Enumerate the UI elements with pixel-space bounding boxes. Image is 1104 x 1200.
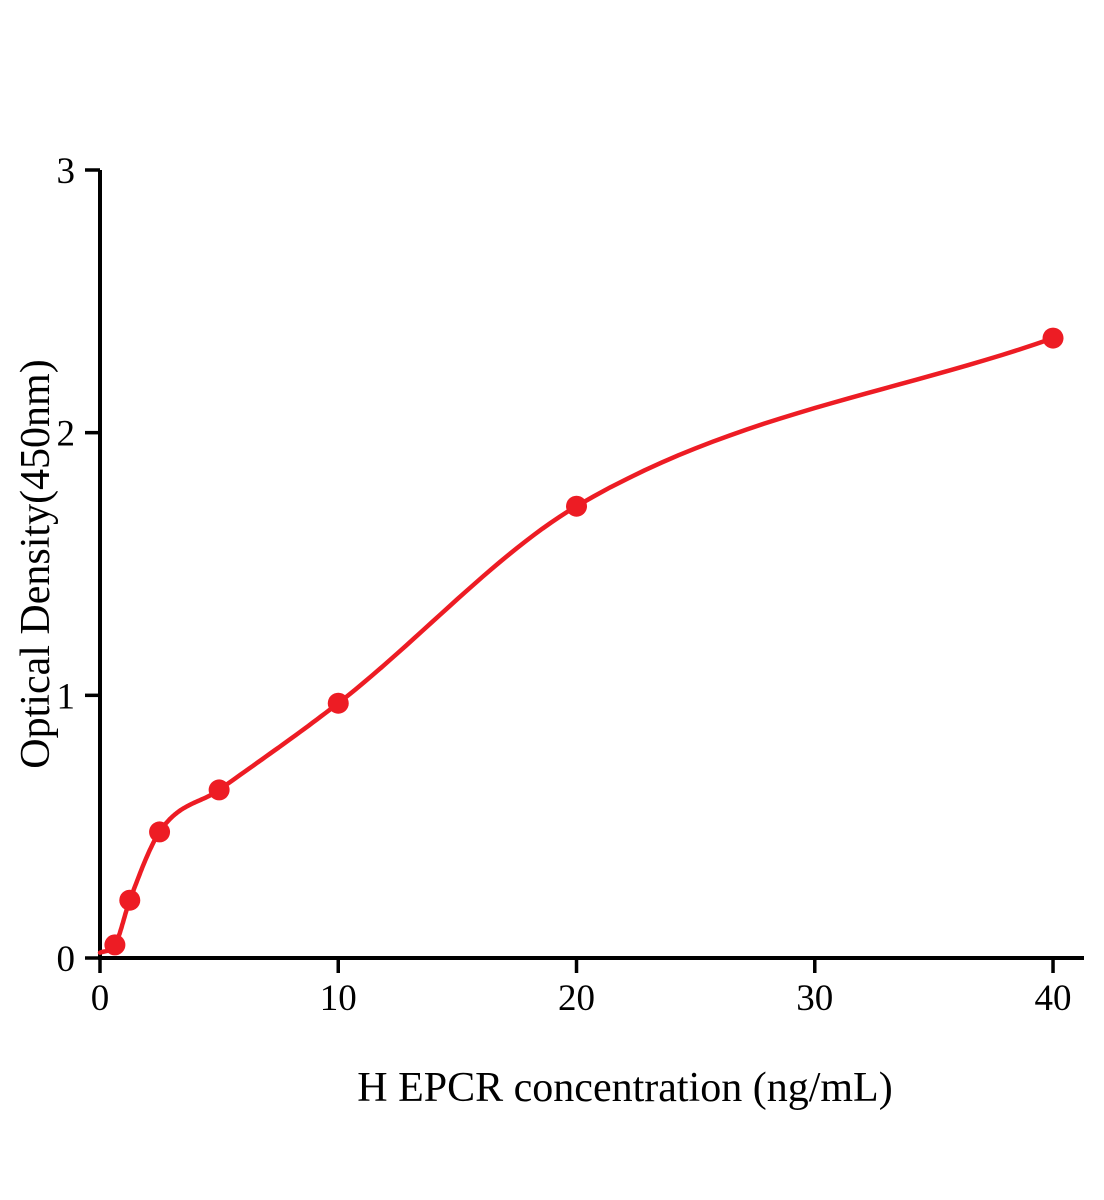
x-tick-label: 0 [91, 978, 110, 1019]
y-axis-title: Optical Density(450nm) [13, 359, 59, 769]
data-point [208, 779, 230, 801]
data-point [119, 889, 141, 911]
x-tick-label: 10 [320, 978, 357, 1019]
x-tick-label: 30 [796, 978, 833, 1019]
y-tick-label: 1 [57, 676, 76, 717]
data-point [104, 934, 126, 956]
fit-curve [97, 335, 1056, 955]
x-axis-title: H EPCR concentration (ng/mL) [357, 1065, 893, 1111]
axes-spine [98, 170, 1084, 960]
data-point [149, 821, 171, 843]
data-point [1042, 327, 1064, 349]
y-tick-label: 3 [57, 151, 76, 192]
data-point [327, 692, 349, 714]
y-tick-label: 2 [57, 414, 76, 455]
x-tick-label: 20 [558, 978, 595, 1019]
x-tick-label: 40 [1035, 978, 1072, 1019]
y-tick-label: 0 [57, 939, 76, 980]
data-point [566, 495, 588, 517]
